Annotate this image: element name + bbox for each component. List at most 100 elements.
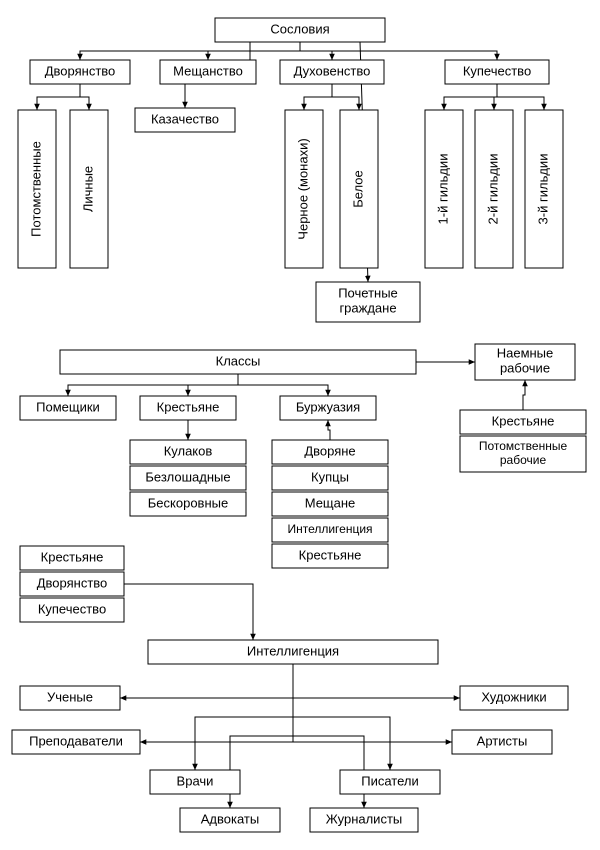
node-label: Купечество <box>38 601 106 616</box>
edge-intelligentsia-pisateli <box>293 664 390 770</box>
node-lichnye: Личные <box>70 110 108 268</box>
node-prepodavateli: Преподаватели <box>12 730 140 754</box>
node-label: Крестьяне <box>157 399 220 414</box>
node-label: Буржуазия <box>296 399 360 414</box>
node-src_kupechestvo: Купечество <box>20 598 124 622</box>
node-label: Артисты <box>477 733 528 748</box>
node-label: Преподаватели <box>29 733 123 748</box>
node-khudozhniki: Художники <box>460 686 568 710</box>
node-label: Художники <box>481 689 546 704</box>
node-pochetnye: Почетныеграждане <box>316 282 420 322</box>
node-label: Журналисты <box>326 811 403 826</box>
node-b_krestyane: Крестьяне <box>272 544 388 568</box>
node-label: Крестьяне <box>492 413 555 428</box>
node-artisty: Артисты <box>452 730 552 754</box>
node-label: Крестьяне <box>299 547 362 562</box>
node-label: Купцы <box>311 469 349 484</box>
nodes-layer: Сословия Дворянство Мещанство Духовенство Ку… <box>12 18 586 832</box>
edge-intelligentsia-prepodavateli <box>140 664 293 742</box>
node-dukhovenstvo: Духовенство <box>280 60 384 84</box>
node-n_potrabochie: Потомственныерабочие <box>460 436 586 472</box>
node-gild1: 1-й гильдии <box>425 110 463 268</box>
node-label: Дворянство <box>37 575 108 590</box>
node-label: Кулаков <box>164 443 213 458</box>
edge-n_krestyane-naemnye <box>523 380 525 410</box>
node-sosloviya: Сословия <box>215 18 385 42</box>
node-label: Черное (монахи) <box>295 138 310 239</box>
edge-kupechestvo-gild1 <box>444 84 497 110</box>
node-src_krestyane: Крестьяне <box>20 546 124 570</box>
node-src_dvoryanstvo: Дворянство <box>20 572 124 596</box>
node-label: Крестьяне <box>41 549 104 564</box>
node-label: Дворянство <box>45 63 116 78</box>
node-label: Почетныеграждане <box>338 286 398 316</box>
node-label: 2-й гильдии <box>485 154 500 225</box>
node-label: Казачество <box>151 111 219 126</box>
node-beskorovnye: Бескоровные <box>130 492 246 516</box>
node-label: Белое <box>350 170 365 208</box>
node-uchenye: Ученые <box>20 686 120 710</box>
node-potomstvennye: Потомственные <box>18 110 56 268</box>
node-label: Безлошадные <box>145 469 230 484</box>
edge-kupechestvo-gild3 <box>497 84 544 110</box>
edge-intelligentsia-artisty <box>293 664 452 742</box>
node-label: 1-й гильдии <box>435 154 450 225</box>
edge-intelligentsia-uchenye <box>120 664 293 698</box>
node-zhurnalisty: Журналисты <box>310 808 418 832</box>
node-dvoryanstvo: Дворянство <box>30 60 130 84</box>
node-burzhuaziya: Буржуазия <box>280 396 376 420</box>
node-klassy: Классы <box>60 350 416 374</box>
node-label: Бескоровные <box>148 495 228 510</box>
node-b_dvoryane: Дворяне <box>272 440 388 464</box>
edge-sosloviya-kupechestvo <box>300 42 497 60</box>
edge-sosloviya-meshchanstvo <box>208 42 300 60</box>
edge-dukhovenstvo-chernoe <box>304 84 332 110</box>
node-beloe: Белое <box>340 110 378 268</box>
node-kazachestvo: Казачество <box>135 108 235 132</box>
node-kulakov: Кулаков <box>130 440 246 464</box>
node-gild2: 2-й гильдии <box>475 110 513 268</box>
node-label: Купечество <box>463 63 531 78</box>
node-label: Дворяне <box>304 443 355 458</box>
node-label: Адвокаты <box>201 811 259 826</box>
node-pomeshchiki: Помещики <box>20 396 116 420</box>
node-kupechestvo: Купечество <box>445 60 549 84</box>
node-label: Писатели <box>361 773 419 788</box>
node-label: Мещанство <box>173 63 243 78</box>
node-b_intellig: Интеллигенция <box>272 518 388 542</box>
node-chernoe: Черное (монахи) <box>285 110 323 268</box>
node-label: Мещане <box>305 495 356 510</box>
edge-klassy-krestyane_c <box>188 374 238 396</box>
node-krestyane_c: Крестьяне <box>140 396 236 420</box>
node-b_kuptsy: Купцы <box>272 466 388 490</box>
edge-intelligentsia-khudozhniki <box>293 664 460 698</box>
node-meshchanstvo: Мещанство <box>160 60 256 84</box>
node-b_meshchane: Мещане <box>272 492 388 516</box>
node-label: Наемныерабочие <box>497 346 554 376</box>
node-pisateli: Писатели <box>340 770 440 794</box>
node-label: Сословия <box>270 21 329 36</box>
edge-dukhovenstvo-beloe <box>332 84 359 110</box>
node-intelligentsia: Интеллигенция <box>148 640 438 664</box>
node-label: Интеллигенция <box>287 522 372 536</box>
edge-klassy-burzhuaziya <box>238 374 328 396</box>
node-label: Личные <box>80 166 95 212</box>
node-label: Помещики <box>36 399 100 414</box>
diagram-canvas: Сословия Дворянство Мещанство Духовенство Ку… <box>0 0 600 850</box>
node-gild3: 3-й гильдии <box>525 110 563 268</box>
edge-intelligentsia-vrachi <box>195 664 293 770</box>
node-vrachi: Врачи <box>150 770 240 794</box>
edge-dvoryanstvo-lichnye <box>80 84 89 110</box>
edge-src_dvoryanstvo-intelligentsia <box>124 584 253 640</box>
node-label: Врачи <box>177 773 214 788</box>
node-bezloshadnye: Безлошадные <box>130 466 246 490</box>
node-label: 3-й гильдии <box>535 154 550 225</box>
node-label: Классы <box>216 353 261 368</box>
edge-b_dvoryane-burzhuaziya <box>328 420 330 440</box>
node-naemnye: Наемныерабочие <box>475 344 575 380</box>
node-label: Интеллигенция <box>247 643 339 658</box>
node-advokaty: Адвокаты <box>180 808 280 832</box>
edge-dvoryanstvo-potomstvennye <box>37 84 80 110</box>
node-label: Духовенство <box>294 63 371 78</box>
node-label: Ученые <box>47 689 93 704</box>
